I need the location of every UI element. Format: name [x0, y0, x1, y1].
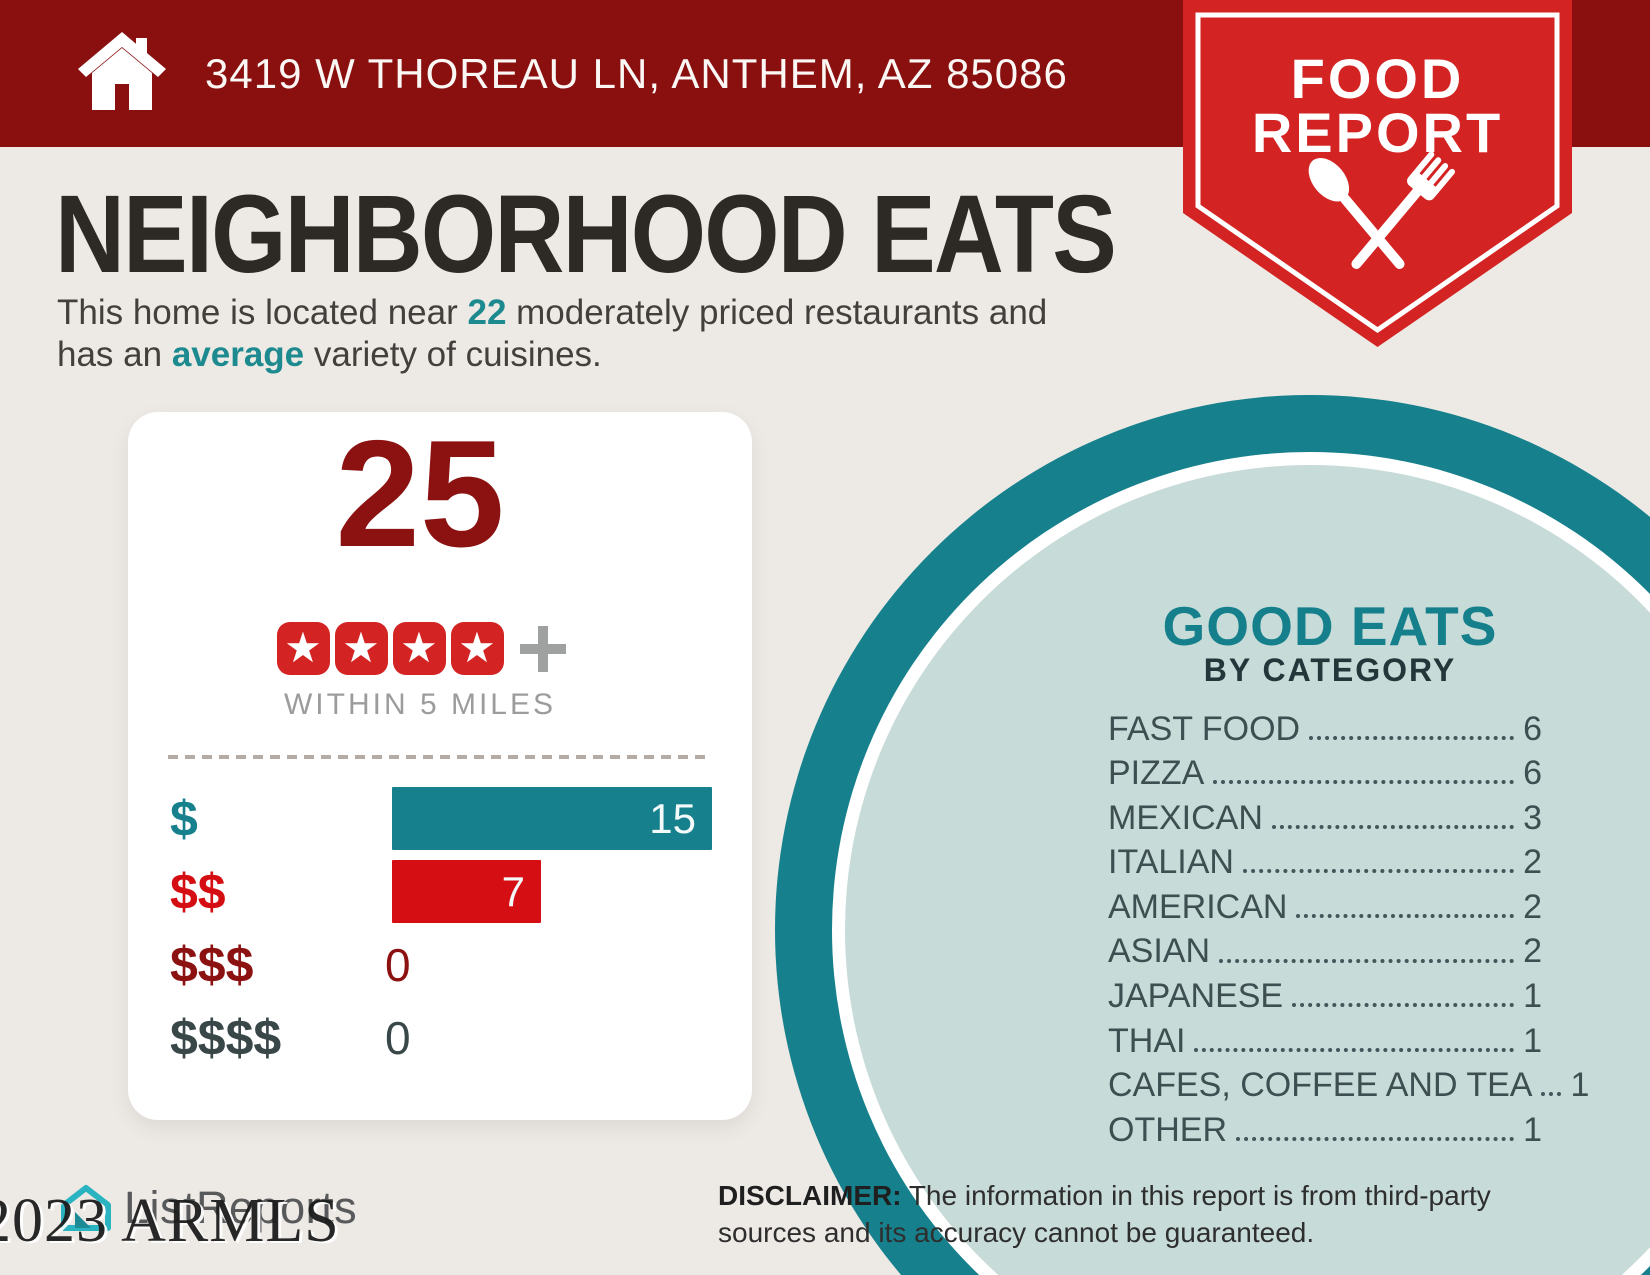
category-label: JAPANESE — [1108, 977, 1284, 1016]
category-row: PIZZA 6 — [1108, 749, 1542, 794]
category-count: 3 — [1523, 798, 1542, 837]
category-label: ITALIAN — [1108, 843, 1234, 882]
listreports-logo: ListReports — [58, 1182, 357, 1234]
dotted-leader — [1236, 1136, 1514, 1141]
price-level-label: $$ — [170, 863, 226, 920]
yelp-star-icon: ★ — [276, 622, 330, 675]
category-list: FAST FOOD 6 PIZZA 6 MEXICAN 3 ITALIAN 2 AMERICAN… — [1108, 704, 1589, 1150]
dotted-leader — [1309, 735, 1514, 740]
plus-icon — [520, 625, 566, 672]
yelp-star-icon: ★ — [392, 622, 446, 675]
restaurant-count: 22 — [467, 293, 507, 332]
dotted-leader — [1194, 1047, 1514, 1052]
property-address: 3419 W THOREAU LN, ANTHEM, AZ 85086 — [205, 49, 1068, 97]
category-count: 2 — [1523, 843, 1542, 882]
price-row: $$$ 0 — [128, 928, 752, 1001]
page-title: NEIGHBORHOOD EATS — [55, 173, 1117, 296]
category-row: JAPANESE 1 — [1108, 972, 1542, 1017]
price-level-label: $$$$ — [170, 1009, 282, 1066]
category-count: 1 — [1570, 1066, 1590, 1105]
dotted-leader — [1271, 824, 1514, 829]
category-label: MEXICAN — [1108, 798, 1263, 837]
dotted-leader — [1219, 958, 1514, 963]
star-row: ★ ★ ★ ★ — [128, 622, 712, 675]
spoon-fork-icon — [1308, 151, 1456, 269]
intro-text-mid1: moderately priced restaurants and — [506, 293, 1048, 332]
yelp-star-icon: ★ — [450, 622, 504, 675]
category-count: 1 — [1523, 977, 1542, 1016]
summary-card: 25 ★ ★ ★ ★ WITHIN 5 MILES $15 $$ 7 $$$ 0 $$$$ 0 — [128, 412, 752, 1120]
good-eats-title: GOOD EATS — [1162, 595, 1498, 657]
intro-text-post: variety of cuisines. — [304, 335, 602, 374]
dotted-leader — [1242, 869, 1514, 874]
dashed-divider — [168, 755, 712, 759]
price-level-label: $$$ — [170, 936, 254, 993]
category-count: 1 — [1523, 1110, 1542, 1149]
category-row: ITALIAN 2 — [1108, 838, 1542, 883]
price-zero-value: 0 — [385, 938, 411, 991]
variety-highlight: average — [171, 335, 305, 374]
ribbon-line2: REPORT — [1252, 101, 1503, 164]
category-label: PIZZA — [1108, 754, 1205, 793]
listreports-logo-text: ListReports — [124, 1182, 358, 1233]
price-bar: 7 — [392, 860, 541, 923]
category-count: 2 — [1523, 932, 1542, 971]
intro-text-pre: This home is located near — [57, 293, 468, 332]
price-rows: $15 $$ 7 $$$ 0 $$$$ 0 — [128, 782, 752, 1074]
price-row: $15 — [128, 782, 752, 855]
restaurant-total: 25 — [335, 409, 505, 579]
category-count: 6 — [1523, 754, 1542, 793]
category-row: ASIAN 2 — [1108, 927, 1542, 972]
good-eats-subtitle: BY CATEGORY — [1203, 652, 1457, 688]
yelp-star-icon: ★ — [334, 622, 388, 675]
armls-watermark: 2023 ARMLS — [0, 1187, 340, 1255]
category-row: CAFES, COFFEE AND TEA 1 — [1108, 1061, 1589, 1106]
food-report-ribbon: FOOD REPORT — [1183, 0, 1572, 347]
category-count: 2 — [1523, 887, 1542, 926]
intro-text-mid2: has an — [57, 335, 172, 374]
price-bar: 15 — [392, 787, 712, 850]
disclaimer: DISCLAIMER: The information in this repo… — [718, 1178, 1558, 1252]
disclaimer-text: The information in this report is from t… — [718, 1180, 1491, 1248]
price-row: $$$$ 0 — [128, 1001, 752, 1074]
radius-label: WITHIN 5 MILES — [283, 688, 557, 721]
category-label: CAFES, COFFEE AND TEA — [1108, 1066, 1533, 1105]
listreports-house-icon — [61, 1185, 111, 1231]
price-zero-value: 0 — [385, 1011, 411, 1064]
category-row: FAST FOOD 6 — [1108, 704, 1542, 749]
category-label: FAST FOOD — [1108, 709, 1301, 748]
dotted-leader — [1541, 1092, 1562, 1097]
dotted-leader — [1296, 913, 1514, 918]
category-label: AMERICAN — [1108, 887, 1288, 926]
price-level-label: $ — [170, 790, 198, 847]
dotted-leader — [1213, 780, 1514, 785]
category-count: 6 — [1523, 709, 1542, 748]
price-row: $$ 7 — [128, 855, 752, 928]
home-icon — [78, 32, 166, 110]
category-label: OTHER — [1108, 1110, 1227, 1149]
category-row: THAI 1 — [1108, 1016, 1542, 1061]
intro-text: This home is located near 22 moderately … — [57, 292, 1157, 376]
category-row: AMERICAN 2 — [1108, 882, 1542, 927]
category-label: THAI — [1108, 1021, 1186, 1060]
category-count: 1 — [1523, 1021, 1542, 1060]
ribbon-line1: FOOD — [1291, 47, 1465, 110]
category-label: ASIAN — [1108, 932, 1211, 971]
disclaimer-label: DISCLAIMER: — [718, 1180, 902, 1211]
category-row: OTHER 1 — [1108, 1105, 1542, 1150]
category-row: MEXICAN 3 — [1108, 793, 1542, 838]
dotted-leader — [1292, 1003, 1514, 1008]
